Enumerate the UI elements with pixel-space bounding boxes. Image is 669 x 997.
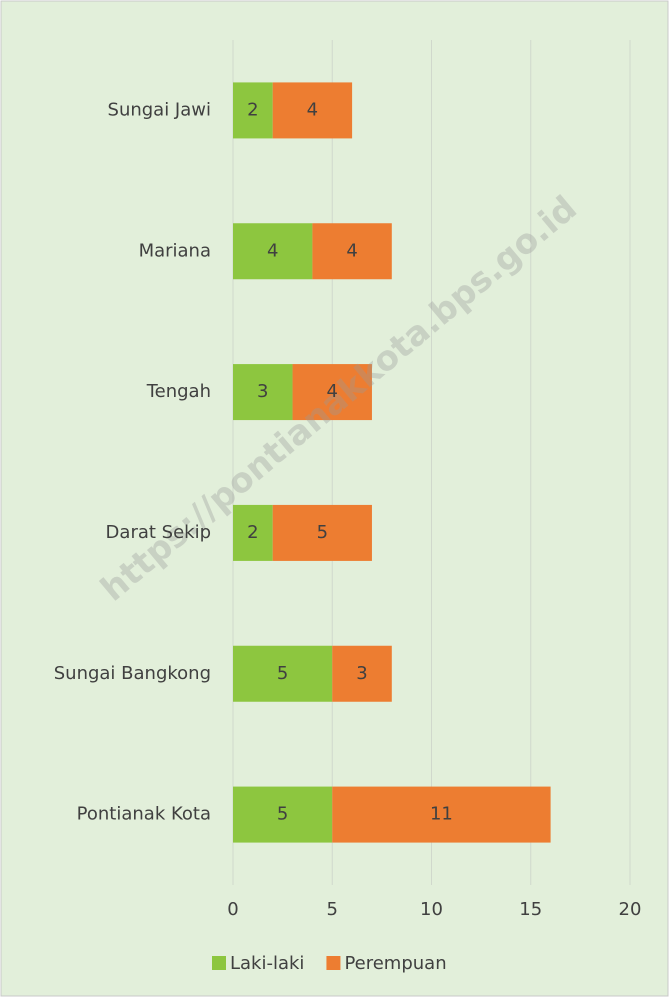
bar-segment (292, 364, 372, 421)
x-tick-label: 10 (420, 899, 443, 920)
y-tick-label: Darat Sekip (106, 522, 211, 543)
x-tick-label: 5 (327, 899, 338, 920)
bar-segment (312, 223, 392, 280)
bar-segment (233, 223, 313, 280)
legend-swatch (326, 956, 341, 970)
bar-segment (332, 645, 392, 702)
value-label: 11 (430, 804, 453, 825)
y-tick-label: Pontianak Kota (77, 804, 211, 825)
value-label: 3 (356, 663, 367, 684)
x-tick-label: 20 (619, 899, 642, 920)
bar-segment (272, 82, 353, 139)
bar-segment (233, 504, 273, 561)
bar-segment (332, 786, 551, 843)
bar-segment (233, 645, 333, 702)
bars (233, 82, 551, 843)
value-label: 4 (307, 99, 318, 120)
value-label: 3 (257, 381, 268, 402)
x-tick-label: 15 (519, 899, 542, 920)
legend-label: Laki-laki (230, 953, 304, 974)
value-label: 4 (346, 240, 357, 261)
value-label: 5 (317, 522, 328, 543)
legend-swatch (212, 956, 226, 970)
value-label: 2 (247, 99, 258, 120)
value-label: 4 (267, 240, 278, 261)
value-label: 4 (327, 381, 338, 402)
bar-segment (233, 786, 333, 843)
y-tick-label: Sungai Bangkong (54, 663, 211, 684)
bar-segment (233, 364, 293, 421)
value-label: 5 (277, 804, 288, 825)
y-tick-label: Tengah (146, 381, 211, 402)
bar-segment (272, 504, 372, 561)
legend-label: Perempuan (344, 953, 446, 974)
y-tick-label: Mariana (139, 240, 211, 261)
grid (232, 40, 631, 885)
value-label: 5 (277, 663, 288, 684)
y-tick-label: Sungai Jawi (108, 99, 211, 120)
bar-segment (233, 82, 273, 139)
x-tick-label: 0 (227, 899, 238, 920)
value-label: 2 (247, 522, 258, 543)
